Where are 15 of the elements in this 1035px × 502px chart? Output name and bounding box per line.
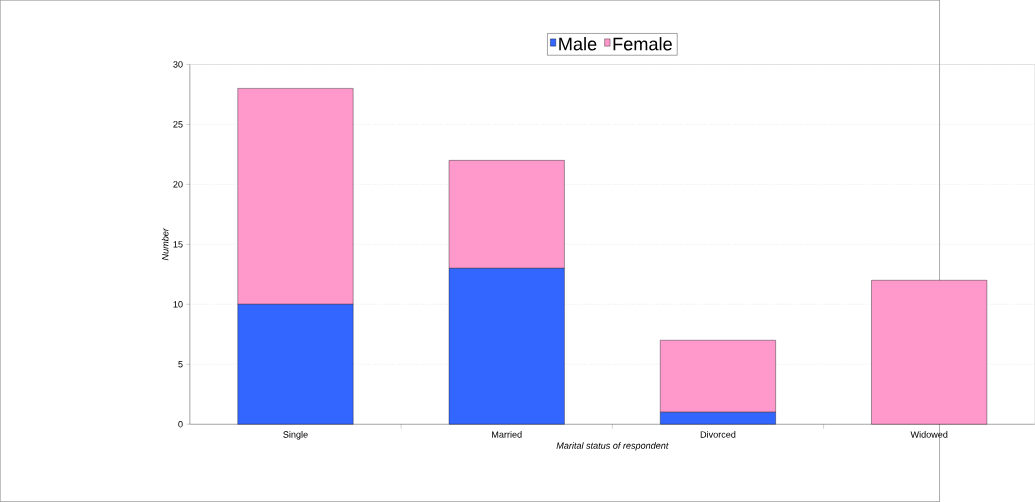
- x-tick-label: Widowed: [910, 431, 948, 438]
- y-tick-label: 10: [173, 301, 183, 308]
- legend-label: Male: [559, 37, 597, 51]
- y-tick-label: 15: [173, 241, 183, 248]
- x-tick-label: Married: [492, 431, 522, 438]
- y-tick-label: 20: [173, 181, 183, 188]
- y-tick-label: 25: [173, 121, 183, 128]
- x-axis-title: Marital status of respondent: [556, 442, 669, 451]
- y-tick-label: 0: [178, 421, 183, 428]
- x-tick-label: Single: [283, 431, 308, 440]
- y-axis-title: Number: [161, 227, 169, 261]
- y-tick-label: 5: [178, 361, 183, 368]
- x-tick-label: Divorced: [700, 431, 736, 438]
- y-tick-label: 30: [173, 61, 183, 68]
- legend-label: Female: [613, 37, 672, 51]
